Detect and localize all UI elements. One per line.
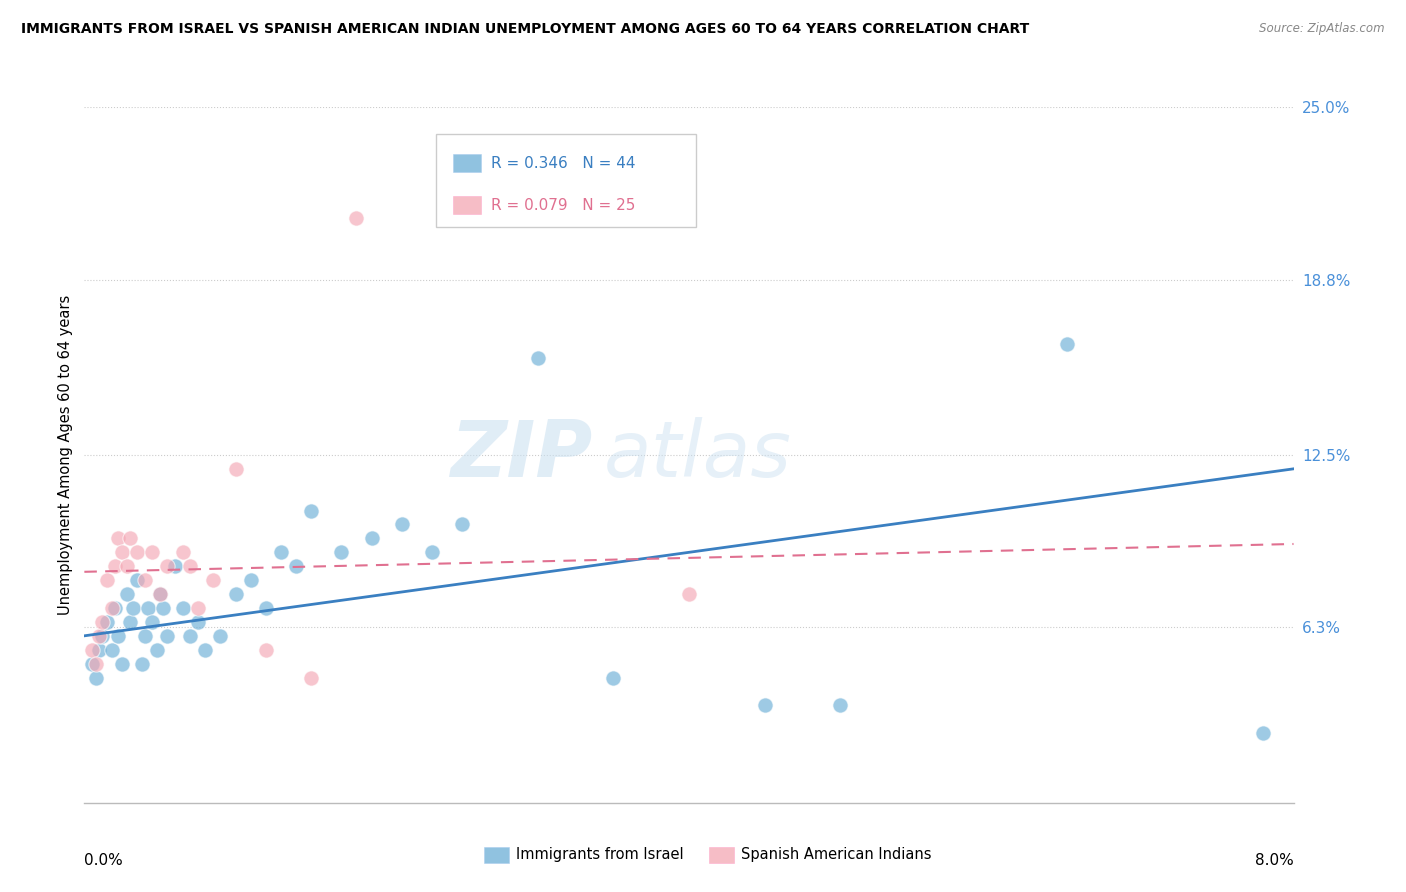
Point <box>80 657 103 671</box>
Text: Immigrants from Israel: Immigrants from Israel <box>516 847 683 862</box>
Point <box>187 601 209 615</box>
Point <box>86 657 108 671</box>
Text: 0.0%: 0.0% <box>84 853 124 868</box>
Point <box>1056 336 1078 351</box>
Point <box>1251 726 1274 740</box>
Y-axis label: Unemployment Among Ages 60 to 64 years: Unemployment Among Ages 60 to 64 years <box>58 294 73 615</box>
Point <box>299 503 322 517</box>
Point <box>172 601 194 615</box>
Point <box>602 671 624 685</box>
Point <box>420 545 443 559</box>
Point <box>89 629 111 643</box>
Point <box>141 615 163 629</box>
Point <box>127 545 149 559</box>
Point <box>80 642 103 657</box>
Point <box>172 545 194 559</box>
Point <box>156 559 179 574</box>
Point <box>194 642 217 657</box>
Text: IMMIGRANTS FROM ISRAEL VS SPANISH AMERICAN INDIAN UNEMPLOYMENT AMONG AGES 60 TO : IMMIGRANTS FROM ISRAEL VS SPANISH AMERIC… <box>21 22 1029 37</box>
Point <box>299 671 322 685</box>
Point <box>451 517 474 532</box>
Point <box>136 601 159 615</box>
Point <box>134 629 156 643</box>
Point <box>830 698 852 713</box>
Point <box>146 642 169 657</box>
Text: R = 0.346   N = 44: R = 0.346 N = 44 <box>491 156 636 170</box>
Point <box>527 351 550 365</box>
Point <box>107 629 129 643</box>
Point <box>346 211 368 226</box>
Point <box>100 642 122 657</box>
Point <box>107 532 129 546</box>
Point <box>149 587 172 601</box>
Point <box>330 545 353 559</box>
Point <box>96 573 118 587</box>
Point <box>111 545 134 559</box>
Point <box>163 559 186 574</box>
Point <box>201 573 224 587</box>
Text: Spanish American Indians: Spanish American Indians <box>741 847 931 862</box>
Point <box>104 559 127 574</box>
Point <box>152 601 174 615</box>
Point <box>187 615 209 629</box>
Point <box>179 559 201 574</box>
Point <box>104 601 127 615</box>
Point <box>89 642 111 657</box>
Point <box>118 532 141 546</box>
Point <box>225 587 247 601</box>
Point <box>254 642 277 657</box>
Point <box>121 601 143 615</box>
Text: Source: ZipAtlas.com: Source: ZipAtlas.com <box>1260 22 1385 36</box>
Text: R = 0.079   N = 25: R = 0.079 N = 25 <box>491 198 636 212</box>
Point <box>115 559 138 574</box>
Point <box>86 671 108 685</box>
Point <box>678 587 700 601</box>
Point <box>115 587 138 601</box>
Point <box>179 629 201 643</box>
Point <box>127 573 149 587</box>
Point <box>391 517 413 532</box>
Text: atlas: atlas <box>605 417 792 493</box>
Point <box>131 657 153 671</box>
Point <box>754 698 776 713</box>
Point <box>270 545 292 559</box>
Point <box>111 657 134 671</box>
Text: 8.0%: 8.0% <box>1254 853 1294 868</box>
Point <box>118 615 141 629</box>
Point <box>284 559 308 574</box>
Point <box>156 629 179 643</box>
Point <box>91 615 114 629</box>
Point <box>209 629 232 643</box>
Point <box>96 615 118 629</box>
Point <box>254 601 277 615</box>
Point <box>134 573 156 587</box>
Point <box>91 629 114 643</box>
Point <box>100 601 122 615</box>
Point <box>225 462 247 476</box>
Point <box>141 545 163 559</box>
Text: ZIP: ZIP <box>450 417 592 493</box>
Point <box>239 573 262 587</box>
Point <box>360 532 382 546</box>
Point <box>149 587 172 601</box>
